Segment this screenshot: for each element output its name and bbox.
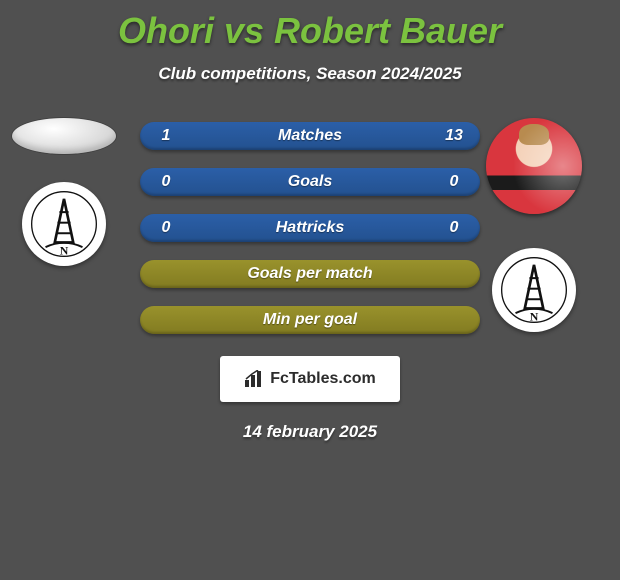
subtitle: Club competitions, Season 2024/2025 xyxy=(0,64,620,84)
stat-rows: 1Matches130Goals00Hattricks0Goals per ma… xyxy=(140,122,480,334)
stat-row-min-per-goal: Min per goal xyxy=(140,306,480,334)
stat-label: Goals xyxy=(176,173,444,191)
bars-icon xyxy=(244,370,264,388)
derrick-icon: N xyxy=(501,257,567,323)
brand-box[interactable]: FcTables.com xyxy=(220,356,400,402)
stat-left-value: 0 xyxy=(156,173,176,191)
stat-row-matches: 1Matches13 xyxy=(140,122,480,150)
right-player-column: N xyxy=(478,118,590,332)
stat-row-goals-per-match: Goals per match xyxy=(140,260,480,288)
stat-left-value: 0 xyxy=(156,219,176,237)
stat-label: Hattricks xyxy=(176,219,444,237)
date-text: 14 february 2025 xyxy=(0,422,620,442)
club-badge-letter: N xyxy=(530,309,539,323)
brand-text: FcTables.com xyxy=(270,370,376,388)
stat-right-value: 0 xyxy=(444,219,464,237)
page-title: Ohori vs Robert Bauer xyxy=(0,0,620,52)
stat-left-value: 1 xyxy=(156,127,176,145)
stat-row-hattricks: 0Hattricks0 xyxy=(140,214,480,242)
stat-label: Matches xyxy=(176,127,444,145)
left-player-column: N xyxy=(8,118,120,266)
derrick-icon: N xyxy=(31,191,97,257)
stat-right-value: 0 xyxy=(444,173,464,191)
stat-label: Goals per match xyxy=(176,265,444,283)
right-player-avatar xyxy=(486,118,582,214)
stat-right-value: 13 xyxy=(444,127,464,145)
right-club-badge: N xyxy=(492,248,576,332)
left-club-badge: N xyxy=(22,182,106,266)
stat-row-goals: 0Goals0 xyxy=(140,168,480,196)
player-photo xyxy=(486,118,582,214)
stat-label: Min per goal xyxy=(176,311,444,329)
club-badge-letter: N xyxy=(60,243,69,257)
left-player-avatar xyxy=(12,118,116,154)
